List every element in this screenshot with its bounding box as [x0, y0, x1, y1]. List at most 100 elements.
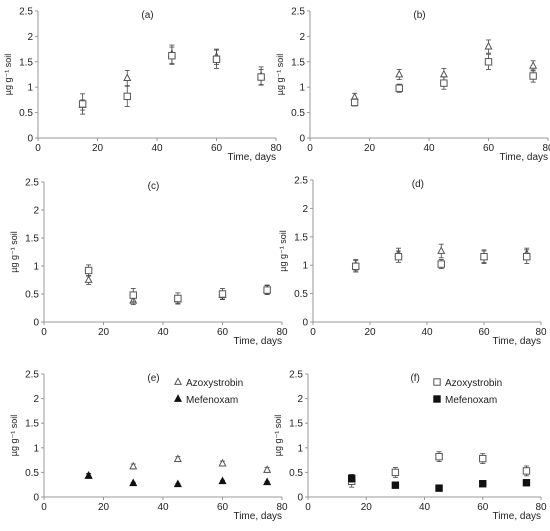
- series-0: [350, 39, 538, 102]
- y-tick-label: 0.5: [19, 108, 33, 119]
- x-tick-label: 40: [151, 143, 163, 154]
- data-point: [129, 478, 138, 487]
- x-tick-label: 60: [217, 502, 229, 513]
- x-tick-label: 40: [421, 327, 433, 338]
- x-tick-label: 60: [217, 327, 229, 338]
- data-point: [129, 461, 138, 470]
- y-tick-label: 1: [297, 443, 303, 454]
- y-tick-label: 1.5: [294, 232, 308, 243]
- panel-label: (a): [141, 10, 153, 21]
- x-tick-label: 20: [98, 502, 110, 513]
- y-tick-label: 0: [297, 493, 303, 504]
- y-tick-label: 2: [299, 32, 305, 43]
- panel-label: (c): [148, 181, 160, 192]
- data-point: [439, 69, 448, 78]
- data-point: [218, 458, 227, 467]
- data-point: [391, 481, 400, 489]
- y-axis-label: µg g⁻¹ soil: [278, 230, 288, 271]
- data-point: [123, 73, 132, 81]
- y-tick-label: 2.5: [25, 178, 39, 189]
- x-tick-label: 0: [41, 327, 47, 338]
- x-axis-label: Time, days: [492, 336, 541, 347]
- x-tick-label: 20: [364, 143, 376, 154]
- panel-label: (b): [413, 10, 425, 21]
- x-tick-label: 80: [270, 143, 282, 154]
- panel-d: 0 20 40 60 80 0 0.5 1 1.5 2 2.5 µg g⁻¹ soil Time, da…: [278, 176, 547, 348]
- x-tick-label: 80: [276, 502, 288, 513]
- y-tick-label: 1: [299, 83, 305, 94]
- data-point: [350, 98, 359, 107]
- panel-a: 0 20 40 60 80 0 0.5 1 1.5 2 2.5 µg g⁻¹ soil Time, da…: [3, 7, 282, 164]
- y-tick-label: 0.5: [25, 468, 39, 479]
- x-tick-label: 0: [41, 502, 47, 513]
- data-point: [522, 467, 531, 475]
- data-point: [479, 480, 487, 488]
- y-tick-label: 2.5: [19, 7, 33, 18]
- series-1: [78, 46, 265, 115]
- y-tick-label: 0.5: [25, 290, 39, 301]
- legend-marker: [173, 377, 183, 385]
- series-1: [350, 53, 537, 107]
- legend-marker: [433, 378, 441, 386]
- data-point: [84, 266, 93, 275]
- data-point: [218, 290, 227, 298]
- x-tick-label: 80: [542, 143, 550, 154]
- y-tick-label: 2.5: [25, 370, 39, 381]
- y-tick-label: 1: [302, 261, 308, 272]
- x-axis-label: Time, days: [233, 336, 282, 347]
- series-0: [84, 454, 272, 479]
- x-tick-label: 60: [478, 327, 490, 338]
- y-tick-label: 2.5: [291, 7, 305, 18]
- data-point: [84, 471, 93, 479]
- legend-label: Azoxystrobin: [186, 378, 243, 389]
- y-tick-label: 1: [33, 262, 39, 273]
- y-tick-label: 1: [27, 83, 33, 94]
- data-point: [352, 262, 360, 271]
- y-tick-label: 1.5: [19, 57, 33, 68]
- y-tick-label: 0.5: [289, 468, 303, 479]
- x-axis-label: Time, days: [233, 511, 282, 522]
- x-tick-label: 0: [310, 327, 316, 338]
- x-axis-label: Time, days: [492, 511, 541, 522]
- data-point: [212, 55, 221, 63]
- x-tick-label: 0: [35, 143, 41, 154]
- x-tick-label: 80: [276, 327, 288, 338]
- y-axis-label: µg g⁻¹ soil: [273, 415, 283, 456]
- legend-marker: [433, 395, 441, 403]
- x-axis-label: Time, days: [227, 152, 276, 163]
- x-tick-label: 20: [92, 143, 104, 154]
- y-tick-label: 0: [302, 318, 308, 329]
- x-tick-label: 40: [157, 502, 169, 513]
- data-point: [437, 260, 445, 268]
- data-point: [173, 454, 182, 463]
- x-tick-label: 20: [361, 502, 373, 513]
- data-point: [257, 73, 265, 81]
- data-point: [263, 477, 272, 486]
- data-point: [263, 286, 271, 294]
- data-point: [84, 275, 93, 283]
- x-tick-label: 0: [305, 502, 311, 513]
- x-tick-label: 20: [364, 327, 376, 338]
- legend: Azoxystrobin Mefenoxam: [173, 377, 243, 406]
- y-tick-label: 2.5: [294, 176, 308, 187]
- data-point: [123, 92, 131, 101]
- y-tick-label: 1.5: [25, 234, 39, 245]
- y-axis-label: µg g⁻¹ soil: [9, 231, 19, 272]
- data-point: [484, 58, 493, 66]
- y-tick-label: 0.5: [294, 289, 308, 300]
- data-point: [484, 41, 493, 50]
- panel-f: 0 20 40 60 80 0 0.5 1 1.5 2 2.5 µg g⁻¹ soil Time, da…: [273, 370, 547, 523]
- data-point: [395, 69, 404, 78]
- y-tick-label: 1.5: [291, 57, 305, 68]
- data-point: [480, 252, 488, 261]
- data-point: [391, 468, 400, 477]
- y-tick-label: 2: [302, 204, 308, 215]
- data-point: [435, 452, 443, 461]
- series-1: [84, 264, 271, 305]
- y-tick-label: 2: [27, 32, 33, 43]
- x-tick-label: 80: [535, 327, 547, 338]
- y-tick-label: 0: [33, 318, 39, 329]
- x-tick-label: 40: [423, 143, 435, 154]
- legend: Azoxystrobin Mefenoxam: [433, 378, 502, 406]
- panel-b: 0 20 40 60 80 0 0.5 1 1.5 2 2.5 µg g⁻¹ soil Time, da…: [275, 7, 550, 164]
